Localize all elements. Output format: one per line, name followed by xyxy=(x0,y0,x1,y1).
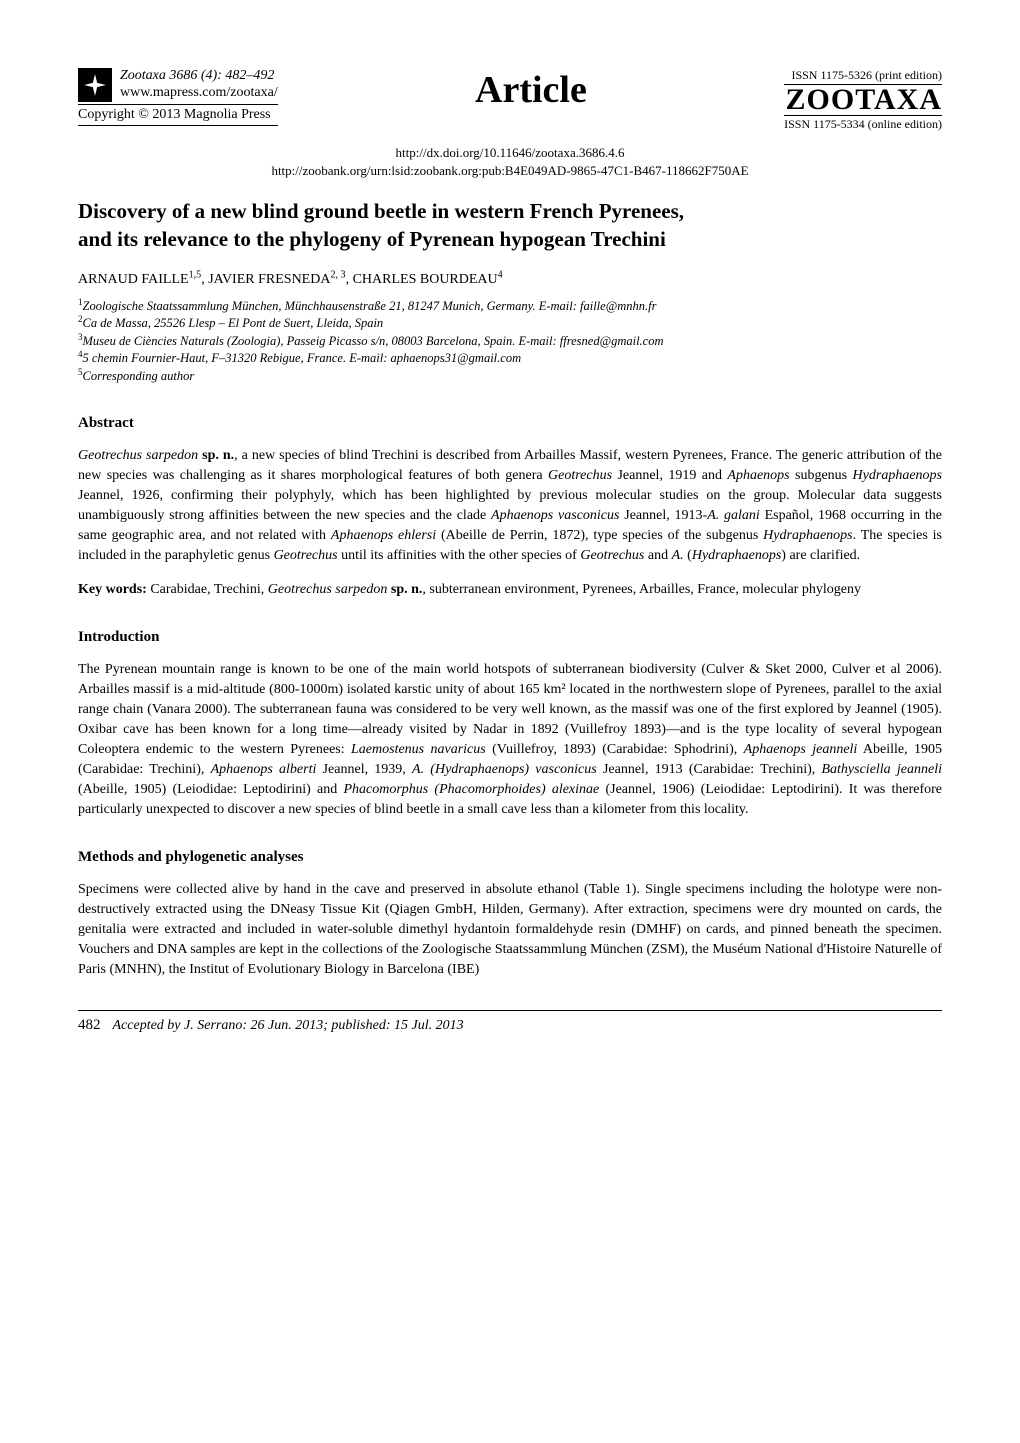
author-3-affil-sup: 4 xyxy=(498,269,503,280)
methods-text: Specimens were collected alive by hand i… xyxy=(78,880,942,979)
journal-info: Zootaxa 3686 (4): 482–492 www.mapress.co… xyxy=(120,68,278,102)
introduction-heading: Introduction xyxy=(78,629,942,646)
affiliation-3: 3Museu de Ciències Naturals (Zoologia), … xyxy=(78,333,942,351)
author-2-affil-sup: 2, 3 xyxy=(330,269,345,280)
doi-block: http://dx.doi.org/10.11646/zootaxa.3686.… xyxy=(78,144,942,179)
abstract-text: Geotrechus sarpedon sp. n., a new specie… xyxy=(78,446,942,565)
affiliations: 1Zoologische Staatssammlung München, Mün… xyxy=(78,298,942,386)
issn-online: ISSN 1175-5334 (online edition) xyxy=(784,115,942,132)
page-footer: 482 Accepted by J. Serrano: 26 Jun. 2013… xyxy=(78,1010,942,1034)
methods-heading: Methods and phylogenetic analyses xyxy=(78,849,942,866)
publisher-logo-icon xyxy=(78,68,112,102)
journal-name-logo: ZOOTAXA xyxy=(784,85,942,115)
introduction-text: The Pyrenean mountain range is known to … xyxy=(78,660,942,819)
journal-header: Zootaxa 3686 (4): 482–492 www.mapress.co… xyxy=(78,68,942,132)
affiliation-5: 5Corresponding author xyxy=(78,368,942,386)
page-number: 482 xyxy=(78,1017,101,1034)
abstract-heading: Abstract xyxy=(78,415,942,432)
title-line-2: and its relevance to the phylogeny of Py… xyxy=(78,227,666,251)
affiliation-1: 1Zoologische Staatssammlung München, Mün… xyxy=(78,298,942,316)
author-1: ARNAUD FAILLE xyxy=(78,272,189,287)
article-type-label: Article xyxy=(475,68,587,112)
author-sep-2: , CHARLES BOURDEAU xyxy=(346,272,498,287)
author-1-affil-sup: 1,5 xyxy=(189,269,202,280)
copyright-text: Copyright © 2013 Magnolia Press xyxy=(78,107,271,123)
copyright-bar: Copyright © 2013 Magnolia Press xyxy=(78,104,278,126)
header-left-row: Zootaxa 3686 (4): 482–492 www.mapress.co… xyxy=(78,68,278,102)
title-line-1: Discovery of a new blind ground beetle i… xyxy=(78,199,684,223)
affiliation-2: 2Ca de Massa, 25526 Llesp – El Pont de S… xyxy=(78,315,942,333)
author-list: ARNAUD FAILLE1,5, JAVIER FRESNEDA2, 3, C… xyxy=(78,272,942,288)
journal-url: www.mapress.com/zootaxa/ xyxy=(120,85,278,102)
doi-url: http://dx.doi.org/10.11646/zootaxa.3686.… xyxy=(78,144,942,162)
header-left-block: Zootaxa 3686 (4): 482–492 www.mapress.co… xyxy=(78,68,278,126)
header-right-block: ISSN 1175-5326 (print edition) ZOOTAXA I… xyxy=(784,68,942,132)
accepted-published-date: Accepted by J. Serrano: 26 Jun. 2013; pu… xyxy=(113,1018,464,1034)
keywords-text: Key words: Carabidae, Trechini, Geotrech… xyxy=(78,580,942,600)
zoobank-url: http://zoobank.org/urn:lsid:zoobank.org:… xyxy=(78,162,942,180)
journal-citation: Zootaxa 3686 (4): 482–492 xyxy=(120,68,278,85)
affiliation-4: 45 chemin Fournier-Haut, F–31320 Rebigue… xyxy=(78,350,942,368)
author-sep-1: , JAVIER FRESNEDA xyxy=(201,272,330,287)
article-title: Discovery of a new blind ground beetle i… xyxy=(78,197,942,254)
